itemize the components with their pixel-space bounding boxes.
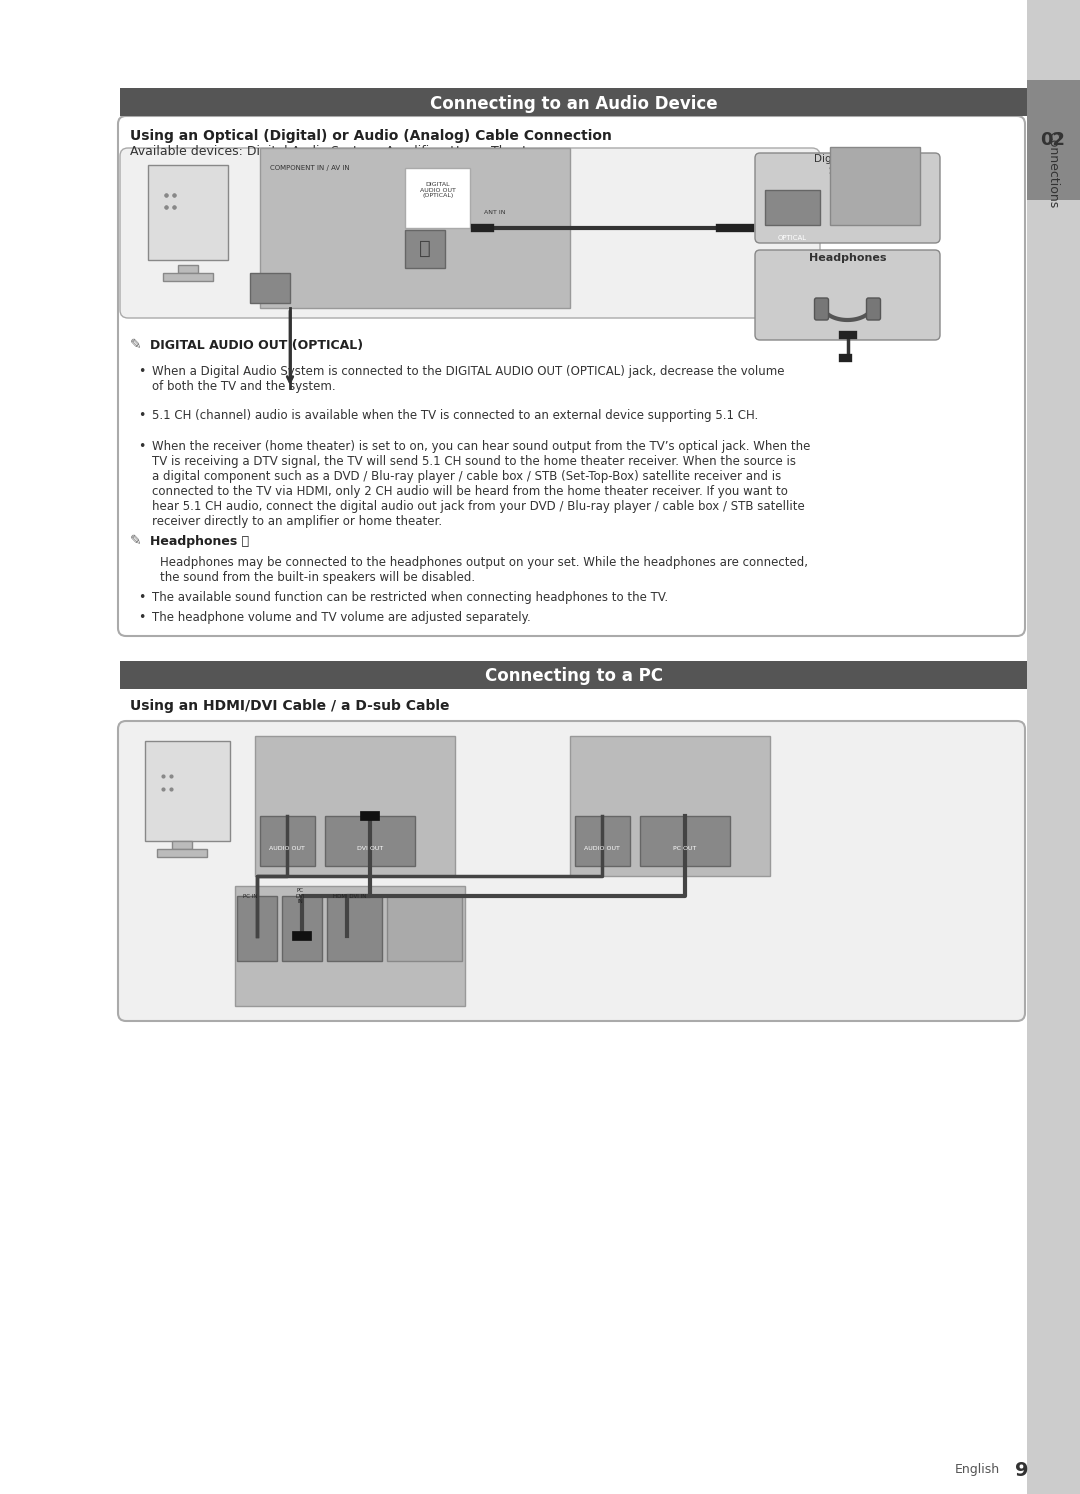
Bar (327, 896, 382, 961)
Bar (237, 896, 276, 961)
Bar (405, 167, 470, 229)
Text: Headphones: Headphones (809, 252, 887, 263)
Text: PC OUT: PC OUT (673, 846, 697, 850)
Text: Using an HDMI/DVI Cable / a D-sub Cable: Using an HDMI/DVI Cable / a D-sub Cable (130, 699, 449, 713)
Text: DIGITAL AUDIO OUT (OPTICAL): DIGITAL AUDIO OUT (OPTICAL) (150, 339, 363, 351)
Text: When a Digital Audio System is connected to the DIGITAL AUDIO OUT (OPTICAL) jack: When a Digital Audio System is connected… (152, 365, 784, 393)
Bar (282, 896, 322, 961)
Bar (387, 896, 462, 961)
Bar (172, 841, 192, 849)
Text: Digital Audio
System: Digital Audio System (814, 154, 881, 176)
Text: DIGITAL
AUDIO OUT
(OPTICAL): DIGITAL AUDIO OUT (OPTICAL) (420, 182, 456, 199)
Bar (255, 737, 455, 875)
Text: •: • (138, 409, 146, 421)
Text: ✎: ✎ (130, 338, 141, 353)
Text: When the receiver (home theater) is set to on, you can hear sound output from th: When the receiver (home theater) is set … (152, 441, 810, 527)
Text: OPTICAL: OPTICAL (778, 235, 807, 241)
Bar (765, 190, 820, 226)
Text: COMPONENT IN / AV IN: COMPONENT IN / AV IN (270, 164, 350, 170)
Text: PC IN: PC IN (243, 893, 257, 898)
Text: The headphone volume and TV volume are adjusted separately.: The headphone volume and TV volume are a… (152, 611, 530, 624)
FancyBboxPatch shape (755, 249, 940, 341)
Text: Connecting to a PC: Connecting to a PC (485, 666, 663, 686)
Text: •: • (138, 441, 146, 453)
Text: •: • (138, 611, 146, 624)
Text: Headphones may be connected to the headphones output on your set. While the head: Headphones may be connected to the headp… (160, 556, 808, 584)
Bar (831, 146, 920, 226)
Text: Available devices: Digital Audio System, Amplifier, Home Theater: Available devices: Digital Audio System,… (130, 145, 540, 158)
Bar (640, 816, 730, 867)
Bar (575, 816, 630, 867)
Bar (157, 849, 207, 858)
Text: ⬛: ⬛ (419, 239, 431, 257)
Text: Headphones 🎧: Headphones 🎧 (150, 535, 249, 547)
Text: ✎: ✎ (130, 533, 141, 548)
Text: 9: 9 (1015, 1461, 1028, 1479)
Text: AUDIO OUT: AUDIO OUT (584, 846, 620, 850)
Text: 5.1 CH (channel) audio is available when the TV is connected to an external devi: 5.1 CH (channel) audio is available when… (152, 409, 758, 421)
Text: •: • (138, 365, 146, 378)
Bar (260, 816, 315, 867)
Bar (235, 886, 465, 1005)
Bar (249, 273, 291, 303)
Bar (148, 164, 228, 260)
Bar (120, 88, 1027, 117)
Bar (1027, 81, 1080, 200)
Text: •: • (138, 592, 146, 604)
FancyBboxPatch shape (120, 148, 820, 318)
Text: AUDIO OUT: AUDIO OUT (269, 846, 305, 850)
Bar (570, 737, 770, 875)
FancyBboxPatch shape (866, 297, 880, 320)
Bar (260, 148, 570, 308)
Bar (120, 660, 1027, 689)
Bar (178, 264, 198, 273)
Text: Connecting to an Audio Device: Connecting to an Audio Device (430, 96, 718, 114)
Text: 02: 02 (1040, 131, 1066, 149)
Text: PC
DVI
IN: PC DVI IN (295, 887, 305, 904)
Text: Using an Optical (Digital) or Audio (Analog) Cable Connection: Using an Optical (Digital) or Audio (Ana… (130, 128, 612, 143)
Bar (405, 230, 445, 267)
Text: HDMI DVI IN: HDMI DVI IN (334, 893, 367, 898)
FancyBboxPatch shape (814, 297, 828, 320)
Bar (163, 273, 213, 281)
Text: DVI OUT: DVI OUT (356, 846, 383, 850)
FancyBboxPatch shape (755, 152, 940, 244)
Text: Connections: Connections (1047, 131, 1059, 209)
Text: ANT IN: ANT IN (484, 211, 505, 215)
Bar (145, 741, 230, 841)
Bar (325, 816, 415, 867)
Bar (1027, 0, 1080, 1494)
Text: English: English (955, 1464, 1000, 1476)
Text: The available sound function can be restricted when connecting headphones to the: The available sound function can be rest… (152, 592, 669, 604)
FancyBboxPatch shape (118, 722, 1025, 1020)
